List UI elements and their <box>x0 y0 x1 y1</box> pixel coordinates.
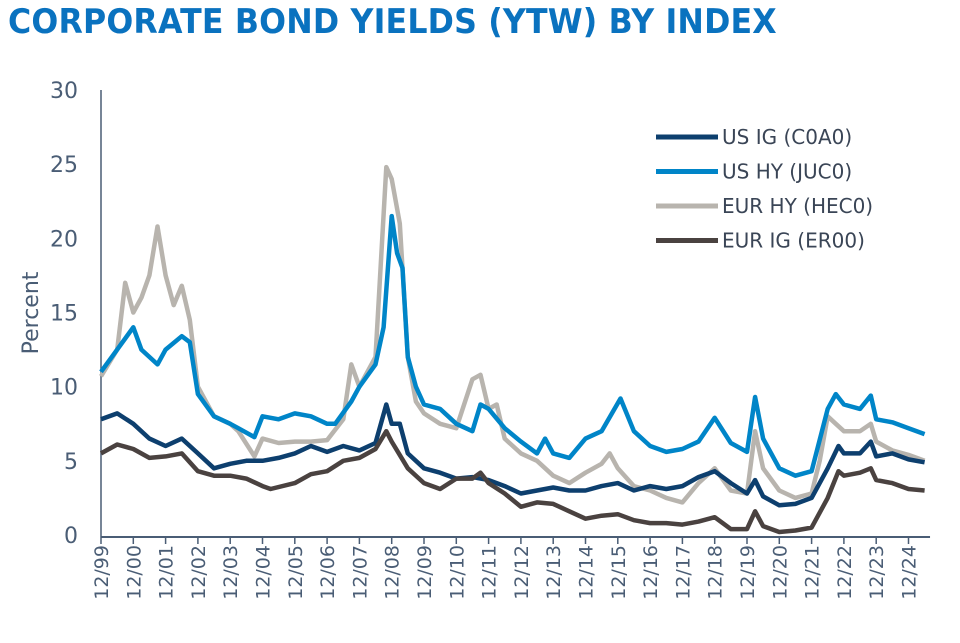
y-axis-label: Percent <box>19 271 44 354</box>
y-tick-label: 5 <box>64 450 78 475</box>
x-tick-label: 12/02 <box>188 545 210 600</box>
series-line-us-hy-juc0 <box>99 213 926 478</box>
x-tick-label: 12/99 <box>91 545 113 600</box>
x-tick-label: 12/08 <box>382 545 404 600</box>
x-tick-label: 12/20 <box>769 545 791 600</box>
series-line-us-ig-c0a0 <box>100 402 925 508</box>
x-tick-label: 12/00 <box>123 545 145 600</box>
x-tick-label: 12/07 <box>349 545 371 600</box>
x-tick-label: 12/09 <box>414 545 436 600</box>
legend-label: EUR IG (ER00) <box>722 229 865 253</box>
y-tick-label: 20 <box>50 227 78 252</box>
x-tick-label: 12/22 <box>834 545 856 600</box>
x-tick-label: 12/24 <box>899 545 921 600</box>
x-tick-label: 12/23 <box>866 545 888 600</box>
chart-title: CORPORATE BOND YIELDS (YTW) BY INDEX <box>8 2 777 42</box>
x-tick-label: 12/13 <box>543 545 565 600</box>
series-line-eur-ig-er00 <box>99 428 925 535</box>
x-tick-label: 12/18 <box>705 545 727 600</box>
x-tick-label: 12/17 <box>672 545 694 600</box>
y-tick-label: 10 <box>50 376 78 401</box>
legend-label: US HY (JUC0) <box>722 160 852 184</box>
x-tick-label: 12/15 <box>608 545 630 600</box>
y-tick-label: 15 <box>50 302 78 327</box>
x-tick-label: 12/04 <box>253 545 275 600</box>
x-tick-label: 12/14 <box>576 545 598 600</box>
y-tick-label: 30 <box>50 79 78 104</box>
series-line-eur-hy-hec0 <box>99 164 926 505</box>
x-tick-label: 12/11 <box>479 545 501 600</box>
x-tick-label: 12/05 <box>285 545 307 600</box>
x-tick-label: 12/21 <box>802 545 824 600</box>
x-tick-label: 12/16 <box>640 545 662 600</box>
x-tick-label: 12/01 <box>156 545 178 600</box>
legend-label: US IG (C0A0) <box>722 125 852 149</box>
y-tick-label: 0 <box>64 524 78 549</box>
x-tick-label: 12/19 <box>737 545 759 600</box>
x-tick-label: 12/06 <box>317 545 339 600</box>
x-tick-label: 12/03 <box>220 545 242 600</box>
legend-label: EUR HY (HEC0) <box>722 194 873 218</box>
x-tick-label: 12/10 <box>446 545 468 600</box>
y-tick-label: 25 <box>50 153 78 178</box>
x-tick-label: 12/12 <box>511 545 533 600</box>
